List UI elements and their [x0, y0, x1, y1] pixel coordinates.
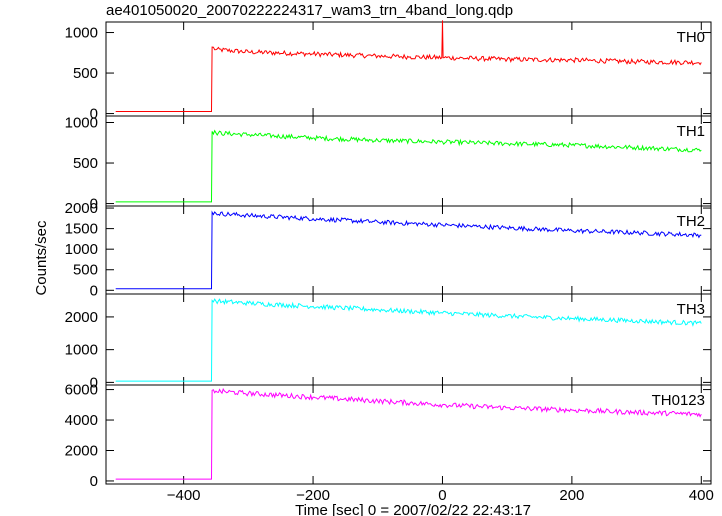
y-tick-label: 0 — [90, 196, 98, 213]
series-label: TH1 — [677, 123, 705, 140]
x-tick-label: 200 — [559, 487, 584, 504]
panel-frame — [105, 384, 712, 485]
series-label: TH0 — [677, 29, 705, 46]
y-tick-label: 4000 — [65, 412, 98, 429]
chart-title: ae401050020_20070222224317_wam3_trn_4ban… — [106, 2, 514, 19]
series-label: TH2 — [677, 213, 705, 230]
y-tick-label: 1500 — [65, 221, 98, 238]
series-label: TH0123 — [652, 392, 705, 409]
panel-frame — [105, 293, 712, 386]
y-tick-label: 6000 — [65, 382, 98, 399]
y-tick-label: 2000 — [65, 200, 98, 217]
x-tick-label: −400 — [167, 487, 201, 504]
y-tick-label: 1000 — [65, 342, 98, 359]
series-line-th1 — [115, 129, 702, 203]
y-tick-label: 1000 — [65, 241, 98, 258]
series-label: TH3 — [677, 301, 705, 318]
y-tick-label: 2000 — [65, 442, 98, 459]
series-line-th3 — [115, 298, 702, 382]
x-tick-label: 0 — [438, 487, 446, 504]
series-line-th2 — [115, 210, 702, 290]
panel-frame — [105, 205, 712, 295]
x-axis-label: Time [sec] 0 = 2007/02/22 22:43:17 — [295, 502, 531, 516]
y-axis-label: Counts/sec — [33, 220, 50, 296]
series-line-th0123 — [115, 387, 702, 480]
series-line-th0 — [115, 20, 702, 112]
panel-frame — [105, 115, 712, 207]
y-tick-label: 500 — [73, 262, 98, 279]
y-tick-label: 1000 — [65, 114, 98, 131]
y-tick-label: 0 — [90, 473, 98, 490]
y-tick-label: 500 — [73, 65, 98, 82]
panel-frame — [105, 21, 712, 117]
x-tick-label: 400 — [689, 487, 714, 504]
x-tick-label: −200 — [296, 487, 330, 504]
y-tick-label: 0 — [90, 282, 98, 299]
y-tick-label: 500 — [73, 155, 98, 172]
y-tick-label: 0 — [90, 374, 98, 391]
y-tick-label: 1000 — [65, 25, 98, 42]
y-tick-label: 0 — [90, 106, 98, 123]
y-tick-label: 2000 — [65, 309, 98, 326]
